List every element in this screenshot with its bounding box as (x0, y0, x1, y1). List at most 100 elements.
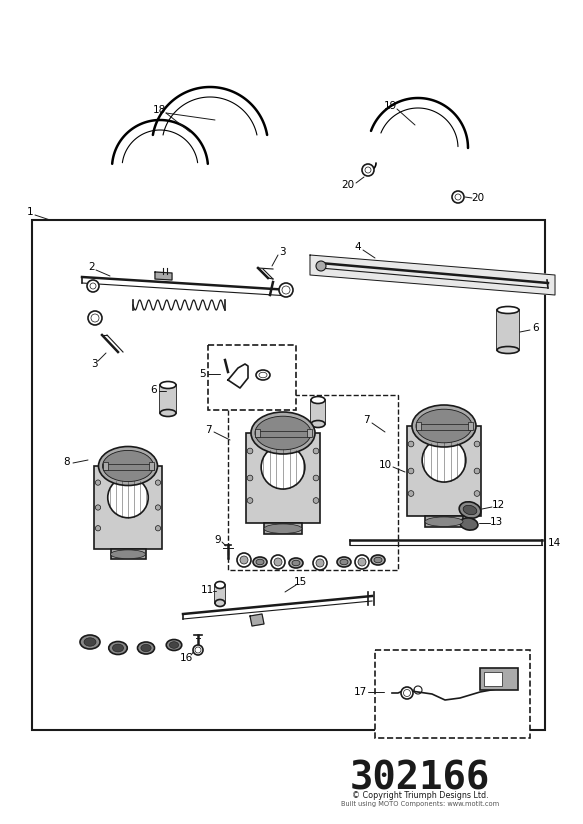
Bar (103, 464, 154, 470)
Text: 15: 15 (293, 577, 307, 587)
Text: 3: 3 (279, 247, 285, 257)
Circle shape (355, 555, 369, 569)
Circle shape (358, 558, 366, 566)
Ellipse shape (292, 560, 300, 566)
Text: © Copyright Triumph Designs Ltd.: © Copyright Triumph Designs Ltd. (352, 790, 489, 799)
Text: 9: 9 (215, 535, 222, 545)
Circle shape (96, 480, 101, 485)
Ellipse shape (497, 347, 519, 353)
Text: 3: 3 (91, 359, 97, 369)
Bar (416, 422, 421, 430)
Circle shape (474, 441, 480, 447)
Bar (480, 668, 518, 690)
Text: 7: 7 (363, 415, 369, 425)
Circle shape (274, 558, 282, 566)
Text: 16: 16 (180, 653, 192, 663)
Bar (32, 220, 545, 730)
Circle shape (455, 194, 461, 200)
Ellipse shape (425, 517, 463, 527)
Bar (215, 585, 225, 603)
Circle shape (155, 526, 161, 531)
Circle shape (193, 645, 203, 655)
Polygon shape (250, 614, 264, 626)
Circle shape (313, 556, 327, 570)
Ellipse shape (215, 582, 225, 588)
Circle shape (261, 445, 305, 489)
Bar (255, 431, 311, 437)
Ellipse shape (460, 518, 478, 530)
Circle shape (313, 498, 319, 503)
Ellipse shape (311, 420, 325, 428)
Circle shape (403, 690, 410, 696)
Ellipse shape (463, 505, 477, 515)
Ellipse shape (103, 451, 153, 481)
Circle shape (96, 526, 101, 531)
Ellipse shape (99, 447, 157, 485)
Circle shape (90, 283, 96, 289)
Bar (94, 466, 162, 549)
Circle shape (313, 448, 319, 454)
Bar (246, 433, 320, 523)
Bar (468, 422, 473, 430)
Circle shape (365, 167, 371, 173)
Circle shape (247, 498, 253, 503)
Text: 2: 2 (89, 262, 95, 272)
Ellipse shape (374, 557, 382, 563)
Text: 20: 20 (472, 193, 484, 203)
Polygon shape (310, 255, 555, 295)
Circle shape (88, 311, 102, 325)
Ellipse shape (84, 638, 96, 646)
Circle shape (96, 505, 101, 510)
Ellipse shape (340, 559, 348, 564)
Ellipse shape (256, 559, 264, 564)
Circle shape (316, 261, 326, 271)
Circle shape (271, 555, 285, 569)
Circle shape (408, 441, 414, 447)
Bar (111, 549, 146, 559)
Ellipse shape (289, 558, 303, 568)
Circle shape (422, 438, 466, 482)
Circle shape (87, 280, 99, 292)
Ellipse shape (255, 416, 311, 450)
Circle shape (108, 477, 148, 517)
Circle shape (282, 286, 290, 294)
Bar (484, 672, 502, 686)
Ellipse shape (166, 639, 182, 650)
Circle shape (408, 468, 414, 474)
Text: 10: 10 (378, 460, 392, 470)
Circle shape (195, 647, 201, 653)
Ellipse shape (215, 600, 225, 606)
Ellipse shape (497, 307, 519, 313)
Text: 1: 1 (27, 207, 33, 217)
Text: 5: 5 (200, 369, 206, 379)
Bar (375, 650, 530, 738)
Ellipse shape (259, 372, 267, 377)
Text: Built using MOTO Components: www.motit.com: Built using MOTO Components: www.motit.c… (341, 801, 499, 807)
Ellipse shape (256, 370, 270, 380)
Ellipse shape (337, 557, 351, 567)
Bar (264, 523, 302, 534)
Ellipse shape (109, 642, 127, 654)
Circle shape (408, 490, 414, 496)
Circle shape (316, 559, 324, 567)
Text: 12: 12 (491, 500, 505, 510)
Bar (307, 429, 312, 437)
Bar (160, 385, 176, 413)
Circle shape (247, 448, 253, 454)
Circle shape (313, 475, 319, 481)
Circle shape (240, 556, 248, 564)
Circle shape (237, 553, 251, 567)
Ellipse shape (113, 644, 124, 652)
Circle shape (362, 164, 374, 176)
Bar (416, 424, 472, 430)
Text: 11: 11 (201, 585, 213, 595)
Ellipse shape (160, 382, 176, 388)
Text: 302166: 302166 (350, 759, 490, 797)
Bar (311, 400, 325, 424)
Circle shape (155, 505, 161, 510)
Text: 19: 19 (384, 101, 396, 111)
Bar (425, 516, 463, 527)
Bar (255, 429, 260, 437)
Text: 4: 4 (354, 242, 361, 252)
Text: 20: 20 (342, 180, 354, 190)
